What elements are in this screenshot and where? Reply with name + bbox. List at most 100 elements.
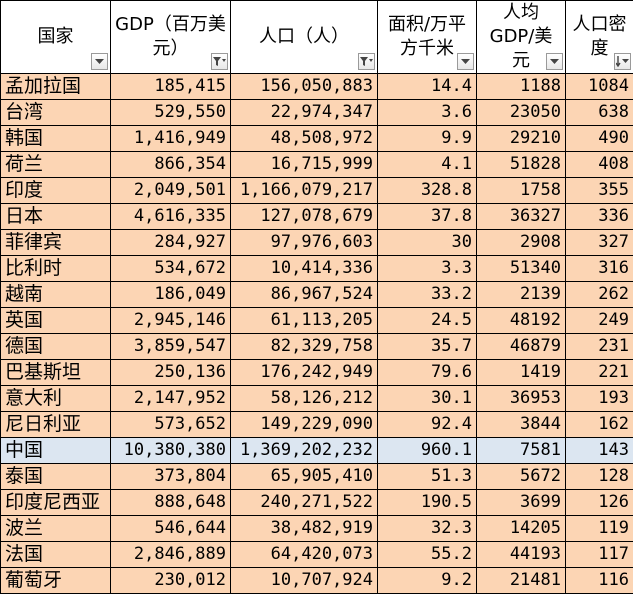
cell-country[interactable]: 泰国 — [1, 464, 111, 490]
cell-gdp-per-capita[interactable]: 5672 — [477, 464, 566, 490]
cell-country[interactable]: 台湾 — [1, 100, 111, 126]
cell-density[interactable]: 116 — [566, 568, 633, 594]
cell-gdp-per-capita[interactable]: 1188 — [477, 74, 566, 100]
cell-population[interactable]: 10,707,924 — [231, 568, 378, 594]
cell-gdp-per-capita[interactable]: 23050 — [477, 100, 566, 126]
cell-country[interactable]: 荷兰 — [1, 152, 111, 178]
cell-gdp[interactable]: 10,380,380 — [111, 438, 231, 464]
cell-gdp[interactable]: 866,354 — [111, 152, 231, 178]
cell-country[interactable]: 波兰 — [1, 516, 111, 542]
header-gdp-per-capita[interactable]: 人均GDP/美元 — [477, 1, 566, 74]
cell-density[interactable]: 162 — [566, 412, 633, 438]
filter-sort-icon[interactable] — [211, 53, 228, 70]
cell-population[interactable]: 240,271,522 — [231, 490, 378, 516]
cell-area[interactable]: 33.2 — [378, 282, 477, 308]
cell-density[interactable]: 408 — [566, 152, 633, 178]
cell-area[interactable]: 190.5 — [378, 490, 477, 516]
cell-gdp-per-capita[interactable]: 46879 — [477, 334, 566, 360]
cell-area[interactable]: 3.3 — [378, 256, 477, 282]
cell-area[interactable]: 960.1 — [378, 438, 477, 464]
filter-sort-icon[interactable] — [358, 53, 375, 70]
cell-gdp[interactable]: 888,648 — [111, 490, 231, 516]
cell-gdp[interactable]: 2,147,952 — [111, 386, 231, 412]
cell-area[interactable]: 30.1 — [378, 386, 477, 412]
cell-density[interactable]: 638 — [566, 100, 633, 126]
cell-gdp-per-capita[interactable]: 44193 — [477, 542, 566, 568]
cell-population[interactable]: 64,420,073 — [231, 542, 378, 568]
cell-gdp-per-capita[interactable]: 36327 — [477, 204, 566, 230]
cell-gdp-per-capita[interactable]: 2908 — [477, 230, 566, 256]
cell-density[interactable]: 231 — [566, 334, 633, 360]
cell-area[interactable]: 92.4 — [378, 412, 477, 438]
cell-density[interactable]: 119 — [566, 516, 633, 542]
dropdown-arrow-icon[interactable] — [457, 53, 474, 70]
cell-area[interactable]: 32.3 — [378, 516, 477, 542]
cell-density[interactable]: 355 — [566, 178, 633, 204]
cell-population[interactable]: 1,166,079,217 — [231, 178, 378, 204]
cell-population[interactable]: 97,976,603 — [231, 230, 378, 256]
cell-population[interactable]: 1,369,202,232 — [231, 438, 378, 464]
cell-area[interactable]: 3.6 — [378, 100, 477, 126]
cell-area[interactable]: 79.6 — [378, 360, 477, 386]
header-population[interactable]: 人口（人） — [231, 1, 378, 74]
cell-country[interactable]: 印度 — [1, 178, 111, 204]
cell-population[interactable]: 10,414,336 — [231, 256, 378, 282]
cell-population[interactable]: 65,905,410 — [231, 464, 378, 490]
cell-density[interactable]: 336 — [566, 204, 633, 230]
cell-population[interactable]: 58,126,212 — [231, 386, 378, 412]
cell-country[interactable]: 法国 — [1, 542, 111, 568]
cell-population[interactable]: 22,974,347 — [231, 100, 378, 126]
cell-density[interactable]: 316 — [566, 256, 633, 282]
cell-gdp-per-capita[interactable]: 1758 — [477, 178, 566, 204]
header-gdp[interactable]: GDP（百万美元） — [111, 1, 231, 74]
cell-country[interactable]: 英国 — [1, 308, 111, 334]
cell-density[interactable]: 1084 — [566, 74, 633, 100]
cell-gdp[interactable]: 284,927 — [111, 230, 231, 256]
cell-country[interactable]: 菲律宾 — [1, 230, 111, 256]
cell-area[interactable]: 4.1 — [378, 152, 477, 178]
cell-density[interactable]: 262 — [566, 282, 633, 308]
cell-gdp-per-capita[interactable]: 3844 — [477, 412, 566, 438]
cell-population[interactable]: 38,482,919 — [231, 516, 378, 542]
cell-gdp[interactable]: 573,652 — [111, 412, 231, 438]
cell-gdp[interactable]: 534,672 — [111, 256, 231, 282]
cell-gdp[interactable]: 529,550 — [111, 100, 231, 126]
dropdown-arrow-icon[interactable] — [91, 53, 108, 70]
cell-country[interactable]: 意大利 — [1, 386, 111, 412]
cell-country[interactable]: 尼日利亚 — [1, 412, 111, 438]
cell-population[interactable]: 82,329,758 — [231, 334, 378, 360]
header-density[interactable]: 人口密度 — [566, 1, 633, 74]
cell-country[interactable]: 韩国 — [1, 126, 111, 152]
cell-country[interactable]: 印度尼西亚 — [1, 490, 111, 516]
cell-gdp-per-capita[interactable]: 2139 — [477, 282, 566, 308]
cell-density[interactable]: 143 — [566, 438, 633, 464]
cell-area[interactable]: 51.3 — [378, 464, 477, 490]
header-area[interactable]: 面积/万平方千米 — [378, 1, 477, 74]
cell-density[interactable]: 117 — [566, 542, 633, 568]
cell-country[interactable]: 日本 — [1, 204, 111, 230]
cell-area[interactable]: 35.7 — [378, 334, 477, 360]
cell-population[interactable]: 176,242,949 — [231, 360, 378, 386]
cell-area[interactable]: 328.8 — [378, 178, 477, 204]
cell-population[interactable]: 61,113,205 — [231, 308, 378, 334]
cell-country[interactable]: 中国 — [1, 438, 111, 464]
cell-gdp[interactable]: 230,012 — [111, 568, 231, 594]
cell-density[interactable]: 249 — [566, 308, 633, 334]
cell-area[interactable]: 30 — [378, 230, 477, 256]
cell-gdp-per-capita[interactable]: 51340 — [477, 256, 566, 282]
cell-country[interactable]: 葡萄牙 — [1, 568, 111, 594]
